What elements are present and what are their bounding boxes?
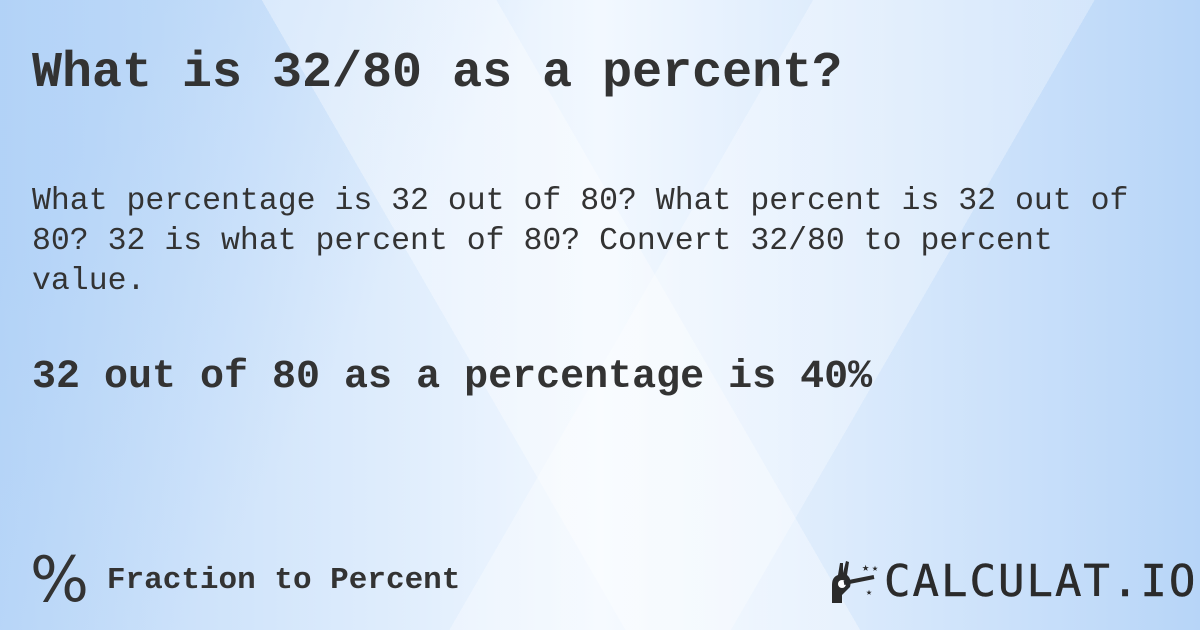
result-text: 32 out of 80 as a percentage is 40% bbox=[32, 355, 873, 400]
calculat-logo: ★ ★ ★ CALCULAT.IO bbox=[828, 556, 1197, 607]
percent-icon: % bbox=[30, 543, 89, 616]
svg-text:★: ★ bbox=[872, 564, 878, 575]
page-title: What is 32/80 as a percent? bbox=[32, 45, 843, 102]
description: What percentage is 32 out of 80? What pe… bbox=[32, 184, 1129, 299]
category-label: % Fraction to Percent bbox=[30, 543, 461, 616]
category-name: Fraction to Percent bbox=[106, 562, 461, 598]
logo-text: CALCULAT.IO bbox=[884, 556, 1198, 608]
svg-text:★: ★ bbox=[862, 561, 869, 575]
svg-text:★: ★ bbox=[866, 588, 872, 599]
magic-wand-hand-icon: ★ ★ ★ bbox=[832, 560, 878, 603]
